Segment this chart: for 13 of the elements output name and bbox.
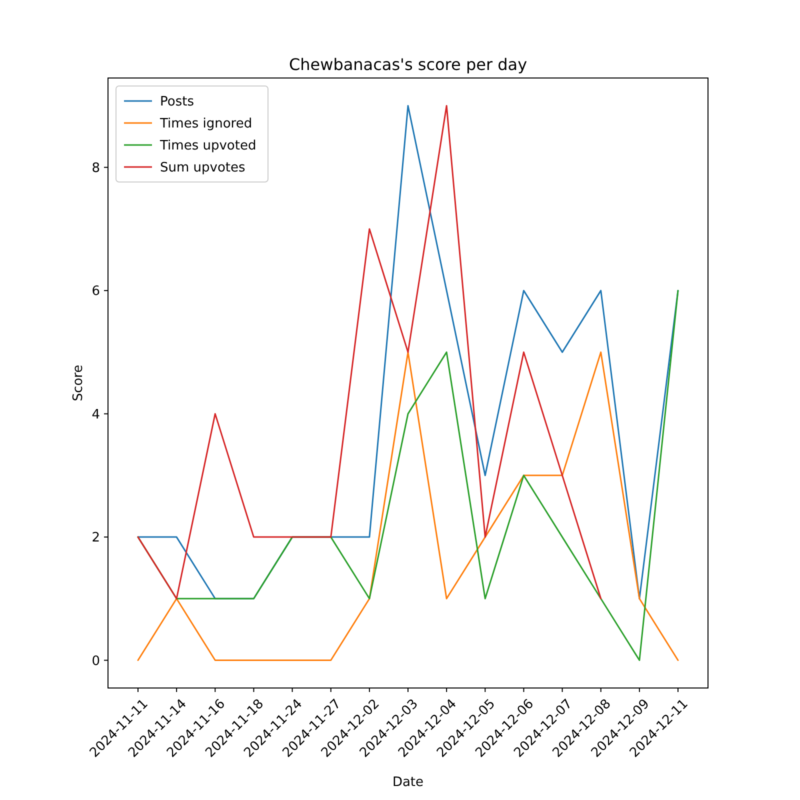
legend-label: Times ignored xyxy=(159,116,252,132)
legend-label: Sum upvotes xyxy=(160,160,246,176)
y-tick-label: 4 xyxy=(92,407,100,422)
legend-label: Posts xyxy=(160,94,194,110)
legend-label: Times upvoted xyxy=(159,138,256,154)
y-tick-label: 8 xyxy=(92,160,100,176)
x-axis-title: Date xyxy=(392,775,424,790)
y-tick-label: 6 xyxy=(92,284,100,300)
y-tick-label: 2 xyxy=(92,530,100,546)
y-tick-label: 0 xyxy=(92,654,100,669)
chart-title: Chewbanacas's score per day xyxy=(288,55,528,74)
line-series xyxy=(137,351,679,662)
y-axis-title: Score xyxy=(71,364,86,402)
